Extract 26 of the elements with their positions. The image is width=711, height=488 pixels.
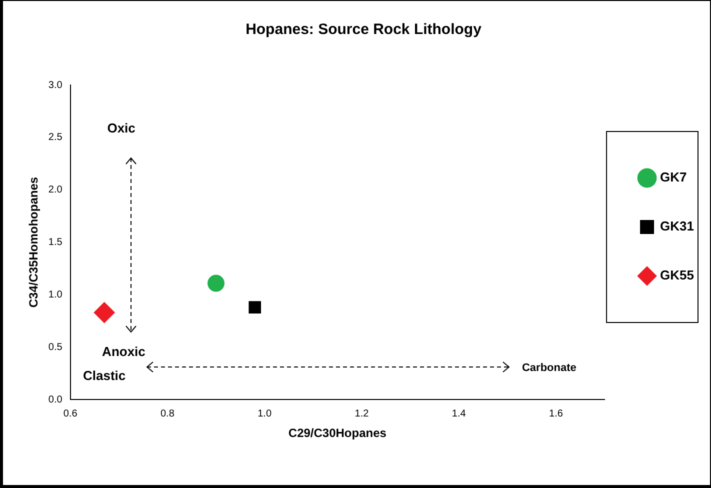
- x-tick-label: 0.6: [63, 408, 78, 420]
- y-tick-label: 2.5: [48, 132, 63, 144]
- y-tick-label: 3.0: [48, 80, 63, 91]
- legend-label: GK55: [660, 268, 694, 283]
- x-axis-title: C29/C30Hopanes: [288, 426, 387, 440]
- legend-label: GK7: [660, 170, 687, 185]
- y-tick-label: 2.0: [48, 184, 63, 196]
- y-tick-label: 1.0: [48, 289, 63, 300]
- annotation: Carbonate: [522, 362, 576, 374]
- y-axis-title: C34/C35Homohopanes: [26, 176, 41, 308]
- chart-title: Hopanes: Source Rock Lithology: [246, 21, 482, 38]
- point: [208, 274, 225, 292]
- x-tick-label: 1.4: [452, 408, 466, 420]
- annotation: Oxic: [107, 120, 136, 136]
- y-tick-label: 0.5: [48, 342, 63, 353]
- point: [248, 301, 262, 314]
- x-tick-label: 1.6: [549, 408, 564, 420]
- point: [94, 302, 115, 324]
- x-tick-label: 1.2: [354, 408, 370, 420]
- x-tick-label: 0.8: [160, 408, 175, 420]
- legend-label: GK31: [660, 218, 694, 234]
- annotation: Anoxic: [102, 344, 146, 359]
- x-tick-label: 1.0: [258, 408, 272, 420]
- y-tick-label: 0.0: [48, 394, 63, 406]
- y-tick-label: 1.5: [48, 237, 63, 248]
- annotation: Clastic: [82, 368, 126, 384]
